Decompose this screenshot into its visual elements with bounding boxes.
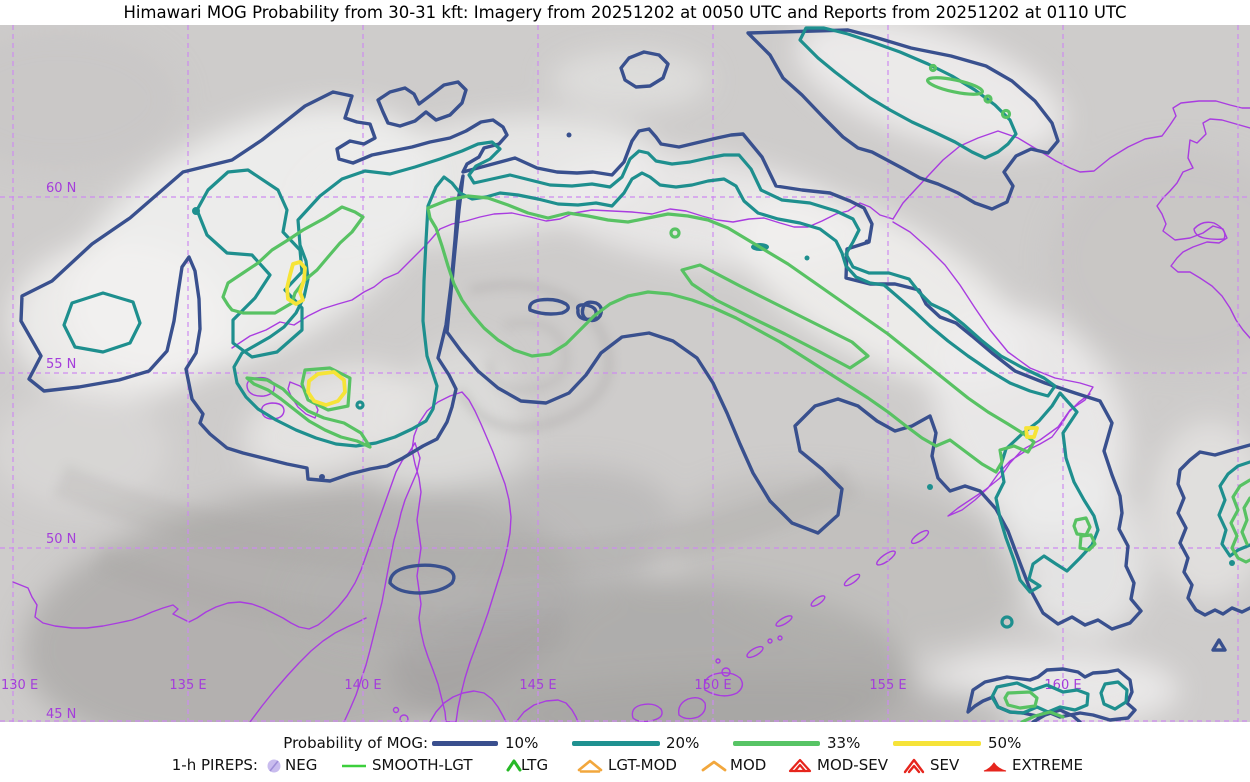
prob-10pct-line [432, 741, 498, 746]
pirep-sev-label: SEV [930, 756, 960, 774]
pirep-extreme-label: EXTREME [1012, 756, 1083, 774]
pirep-lgt-mod-icon [577, 759, 603, 773]
prob-33pct-label: 33% [827, 734, 861, 752]
coast-tartary-west [343, 442, 421, 723]
rebun-island [392, 706, 400, 714]
coast-corner-bays [1156, 118, 1250, 339]
pirep-neg-label: NEG [285, 756, 318, 774]
prob-50pct-line [893, 741, 981, 746]
page-title: Himawari MOG Probability from 30-31 kft:… [123, 3, 1127, 22]
lon-label-150e: 150 E [694, 678, 731, 693]
pirep-mod-label: MOD [730, 756, 767, 774]
coast-cigar-island [1193, 221, 1226, 241]
contour-50pct [285, 260, 1039, 439]
coast-amur [12, 442, 416, 630]
lon-label-140e: 140 E [344, 678, 381, 693]
pirep-extreme-icon [983, 762, 1007, 772]
prob-50pct-label: 50% [988, 734, 1022, 752]
prob-20pct-line [572, 741, 660, 746]
pirep-mod-icon [701, 760, 727, 772]
weather-map-image: 60 N 55 N 50 N 45 N 130 E 135 E 140 E 14… [0, 17, 1250, 760]
pirep-neg-icon [267, 759, 281, 773]
prob-20pct-label: 20% [666, 734, 700, 752]
amur-lake-2 [261, 402, 285, 420]
lon-label-145e: 145 E [519, 678, 556, 693]
lat-label-50n: 50 N [46, 532, 76, 547]
lat-label-45n: 45 N [46, 707, 76, 722]
lon-label-135e: 135 E [169, 678, 206, 693]
legend: Probability of MOG: 10% 20% 33% 50% 1-h … [0, 722, 1250, 782]
cyclone-swirl [53, 281, 858, 645]
coast-hokkaido-east [515, 699, 579, 723]
pirep-smooth-lgt-icon [342, 764, 366, 768]
latlon-grid [0, 25, 1250, 722]
coastlines [12, 100, 1250, 724]
pirep-sev-icon [903, 758, 925, 774]
grid-labels: 60 N 55 N 50 N 45 N 130 E 135 E 140 E 14… [1, 181, 1082, 722]
pirep-lgt-mod-label: LGT-MOD [608, 756, 677, 774]
contour-33pct [221, 63, 1250, 724]
pirep-smooth-lgt-label: SMOOTH-LGT [372, 756, 473, 774]
pirep-ltg-icon [506, 759, 522, 772]
kuril-islands [631, 529, 930, 723]
lat-label-60n: 60 N [46, 181, 76, 196]
probability-legend-title: Probability of MOG: [283, 734, 428, 752]
coast-primorye [249, 617, 367, 723]
coast-northeast [892, 100, 1250, 220]
contour-20pct [62, 26, 1250, 715]
lon-label-130e: 130 E [1, 678, 38, 693]
lat-label-55n: 55 N [46, 357, 76, 372]
coast-hokkaido-west [429, 690, 507, 723]
lon-label-155e: 155 E [869, 678, 906, 693]
prob-10pct-label: 10% [505, 734, 539, 752]
coast-okhotsk [231, 202, 894, 349]
prob-33pct-line [733, 741, 820, 746]
pirep-mod-sev-icon [788, 758, 812, 773]
pireps-legend-title: 1-h PIREPS: [171, 756, 258, 774]
pirep-ltg-label: LTG [521, 756, 549, 774]
satellite-map: 60 N 55 N 50 N 45 N 130 E 135 E 140 E 14… [0, 17, 1250, 760]
coast-sakhalin [411, 391, 512, 723]
pirep-mod-sev-label: MOD-SEV [817, 756, 888, 774]
